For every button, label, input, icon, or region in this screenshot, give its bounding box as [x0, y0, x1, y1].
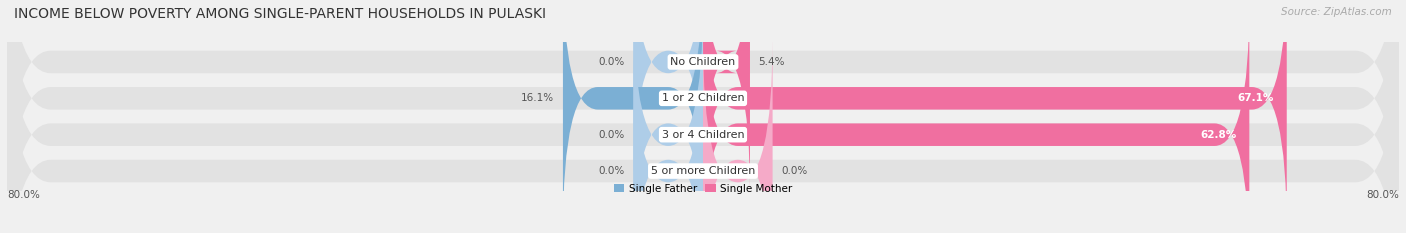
Text: 67.1%: 67.1% [1237, 93, 1274, 103]
Text: 3 or 4 Children: 3 or 4 Children [662, 130, 744, 140]
Text: 80.0%: 80.0% [1367, 190, 1399, 200]
Text: INCOME BELOW POVERTY AMONG SINGLE-PARENT HOUSEHOLDS IN PULASKI: INCOME BELOW POVERTY AMONG SINGLE-PARENT… [14, 7, 546, 21]
FancyBboxPatch shape [703, 0, 1250, 233]
Text: 1 or 2 Children: 1 or 2 Children [662, 93, 744, 103]
Text: 0.0%: 0.0% [599, 130, 624, 140]
Text: 0.0%: 0.0% [782, 166, 807, 176]
Text: 62.8%: 62.8% [1201, 130, 1236, 140]
FancyBboxPatch shape [7, 0, 1399, 233]
FancyBboxPatch shape [703, 0, 749, 196]
Text: 0.0%: 0.0% [599, 57, 624, 67]
Text: Source: ZipAtlas.com: Source: ZipAtlas.com [1281, 7, 1392, 17]
Text: 0.0%: 0.0% [599, 166, 624, 176]
FancyBboxPatch shape [562, 0, 703, 233]
FancyBboxPatch shape [633, 37, 703, 233]
FancyBboxPatch shape [633, 0, 703, 233]
Text: 16.1%: 16.1% [522, 93, 554, 103]
Text: 5.4%: 5.4% [759, 57, 785, 67]
Text: 5 or more Children: 5 or more Children [651, 166, 755, 176]
FancyBboxPatch shape [703, 37, 773, 233]
Legend: Single Father, Single Mother: Single Father, Single Mother [610, 179, 796, 198]
FancyBboxPatch shape [633, 0, 703, 196]
Text: 80.0%: 80.0% [7, 190, 39, 200]
Text: No Children: No Children [671, 57, 735, 67]
FancyBboxPatch shape [7, 0, 1399, 233]
FancyBboxPatch shape [703, 0, 1286, 233]
FancyBboxPatch shape [7, 0, 1399, 233]
FancyBboxPatch shape [7, 0, 1399, 233]
